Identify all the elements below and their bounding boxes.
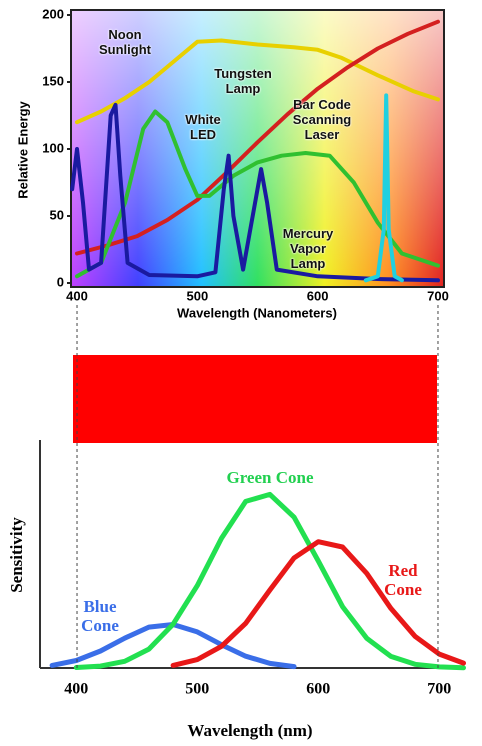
series-label: Tungsten Lamp: [214, 66, 272, 96]
x-axis-label: Wavelength (nm): [187, 721, 312, 740]
series-label: White LED: [185, 112, 221, 142]
series-label: Blue Cone: [81, 597, 119, 635]
x-tick-label: 400: [66, 288, 88, 303]
x-tick-label: 600: [307, 288, 329, 303]
series-line: [75, 109, 440, 279]
series-label: Mercury Vapor Lamp: [282, 226, 334, 271]
x-tick-label: 500: [186, 288, 208, 303]
series-line: [75, 38, 440, 125]
x-tick-label: 600: [306, 681, 330, 698]
y-tick-label: 50: [50, 207, 64, 222]
x-tick-label: 700: [427, 681, 451, 698]
y-tick-label: 100: [42, 140, 64, 155]
x-tick-label: 400: [64, 681, 88, 698]
x-axis-label: Wavelength (Nanometers): [177, 305, 337, 320]
series-label: Noon Sunlight: [99, 27, 151, 57]
series-line: [363, 93, 404, 283]
series-label: Bar Code Scanning Laser: [292, 97, 352, 142]
series-line: [70, 102, 440, 283]
y-tick-label: 0: [57, 274, 64, 289]
y-tick-label: 200: [42, 6, 64, 21]
x-tick-label: 500: [185, 681, 209, 698]
series-line: [73, 491, 466, 671]
x-tick-label: 700: [427, 288, 449, 303]
series-line: [170, 539, 466, 668]
y-axis-label: Sensitivity: [7, 517, 26, 593]
series-label: Red Cone: [384, 561, 422, 599]
series-line: [75, 19, 440, 256]
y-tick-label: 150: [42, 73, 64, 88]
y-axis-label: Relative Energy: [15, 100, 30, 198]
series-label: Green Cone: [226, 468, 314, 487]
red-band: [73, 355, 437, 443]
